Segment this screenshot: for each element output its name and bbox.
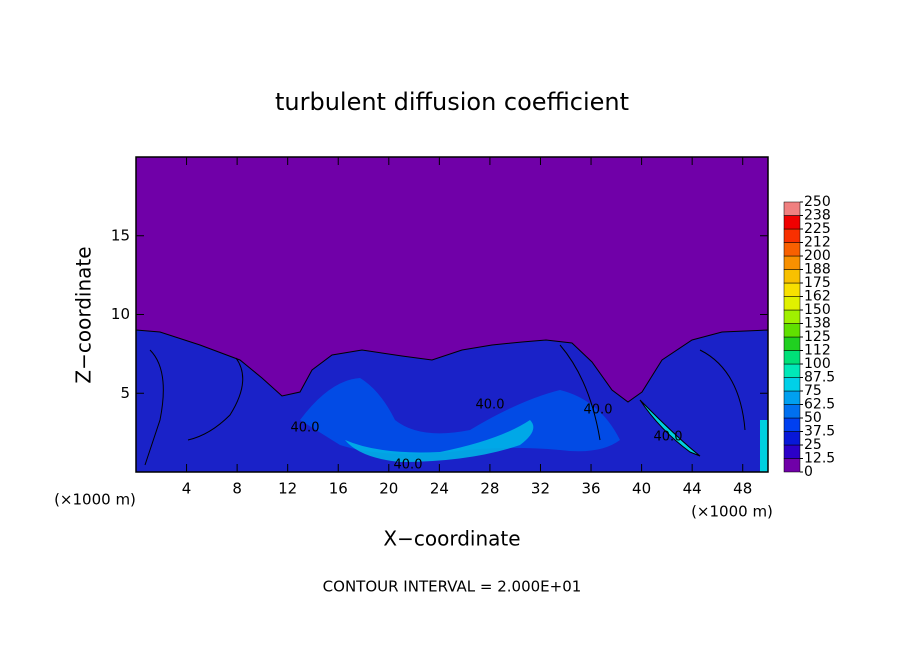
x-unit: (×1000 m) [691, 503, 773, 521]
colorbar-segment [783, 458, 801, 473]
footer: CONTOUR INTERVAL = 2.000E+01 [323, 578, 582, 596]
colorbar-segment [783, 255, 801, 270]
colorbar-tick-label: 138 [804, 316, 831, 332]
contour-label: 40.0 [584, 403, 613, 418]
colorbar-tick-label: 50 [804, 410, 822, 426]
x-tick-label: 16 [329, 480, 348, 498]
colorbar-tick-label: 238 [804, 208, 831, 224]
colorbar-tick-label: 200 [804, 248, 831, 264]
x-tick-label: 12 [278, 480, 297, 498]
x-tick-label: 24 [430, 480, 449, 498]
x-tick-label: 32 [531, 480, 550, 498]
colorbar-tick-label: 112 [804, 343, 831, 359]
colorbar-tick-label: 188 [804, 262, 831, 278]
x-tick-label: 20 [379, 480, 398, 498]
contour-label: 40.0 [476, 398, 505, 413]
colorbar-tick-label: 37.5 [804, 424, 835, 440]
field-band [760, 420, 768, 472]
colorbar-tick-label: 62.5 [804, 397, 835, 413]
x-tick-label: 44 [683, 480, 702, 498]
field-band [300, 378, 620, 454]
contour-label: 40.0 [394, 458, 423, 473]
colorbar-tick-label: 87.5 [804, 370, 835, 386]
contour-label: 40.0 [654, 430, 683, 445]
colorbar-segment [783, 296, 801, 311]
colorbar-tick-label: 25 [804, 437, 822, 453]
colorbar-segment [783, 444, 801, 459]
colorbar-segment [783, 404, 801, 419]
colorbar-segment [783, 350, 801, 365]
colorbar-segment [783, 228, 801, 243]
colorbar-tick-label: 100 [804, 356, 831, 372]
colorbar-tick-label: 212 [804, 235, 831, 251]
y-tick-label: 15 [111, 226, 130, 244]
colorbar-tick-label: 175 [804, 275, 831, 291]
colorbar-tick-label: 150 [804, 302, 831, 318]
colorbar-segment [783, 390, 801, 405]
colorbar-segment [783, 363, 801, 378]
x-unit: (×1000 m) [54, 491, 136, 509]
y-tick-label: 5 [120, 384, 130, 402]
field-band [144, 344, 746, 466]
colorbar-segment [783, 269, 801, 284]
x-tick-label: 40 [632, 480, 651, 498]
colorbar-segment [783, 282, 801, 297]
colorbar-tick-label: 12.5 [804, 451, 835, 467]
x-tick-label: 28 [480, 480, 499, 498]
colorbar-tick-label: 162 [804, 289, 831, 305]
colorbar-segment [783, 417, 801, 432]
x-tick-label: 48 [733, 480, 752, 498]
colorbar-segment [783, 309, 801, 324]
y-tick-label: 10 [111, 305, 130, 323]
colorbar-segment [783, 201, 801, 216]
colorbar-segment [783, 215, 801, 230]
colorbar-tick-label: 0 [804, 464, 813, 480]
colorbar-tick-label: 225 [804, 221, 831, 237]
colorbar-segment [783, 323, 801, 338]
chart-title: turbulent diffusion coefficient [275, 88, 629, 116]
contour-label: 40.0 [291, 421, 320, 436]
colorbar-segment [783, 377, 801, 392]
colorbar-tick-label: 75 [804, 383, 822, 399]
field [135, 157, 769, 473]
x-tick-label: 4 [182, 480, 192, 498]
x-axis-label: X−coordinate [383, 527, 520, 551]
x-tick-label: 8 [232, 480, 242, 498]
colorbar-segment [783, 242, 801, 257]
colorbar-tick-label: 250 [804, 194, 831, 210]
colorbar-tick-label: 125 [804, 329, 831, 345]
colorbar-segment [783, 431, 801, 446]
field-band [639, 399, 701, 457]
field-band [345, 420, 534, 462]
y-axis-label: Z−coordinate [72, 246, 96, 383]
colorbar-segment [783, 336, 801, 351]
x-tick-label: 36 [581, 480, 600, 498]
